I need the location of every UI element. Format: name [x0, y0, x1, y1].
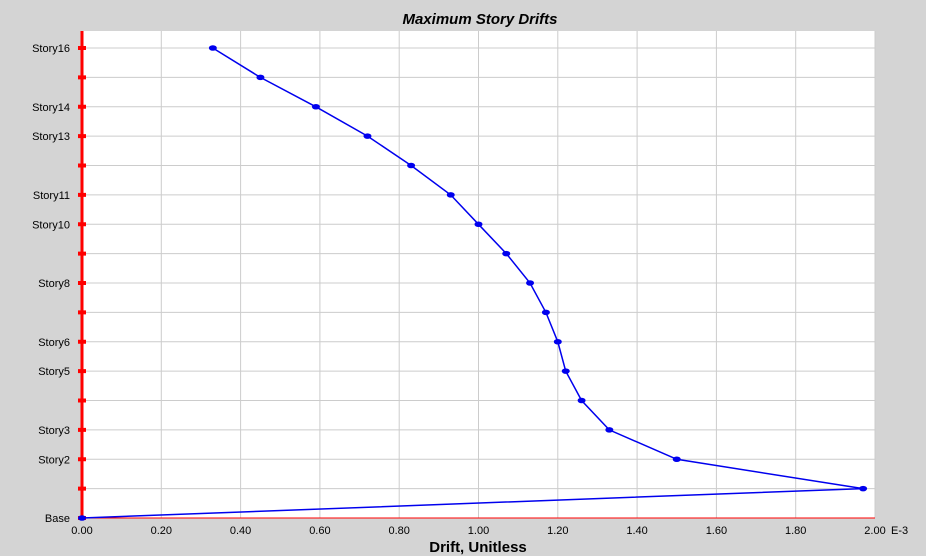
data-point	[311, 103, 320, 110]
y-axis-marker	[78, 427, 86, 432]
y-tick-label: Story10	[32, 219, 70, 231]
series-drift	[78, 45, 868, 521]
y-axis-marker	[78, 339, 86, 344]
y-axis-marker	[78, 369, 86, 374]
x-tick-label: 0.80	[388, 525, 409, 537]
data-point	[407, 162, 416, 169]
y-tick-label: Story8	[38, 278, 70, 290]
y-tick-label: Story2	[38, 454, 70, 466]
data-point	[256, 74, 265, 81]
y-axis-marker	[78, 486, 86, 491]
y-tick-label: Story16	[32, 43, 70, 55]
data-point	[526, 280, 535, 286]
grid-lines	[82, 31, 876, 518]
x-tick-label: 0.20	[151, 525, 172, 537]
x-axis-label: Drift, Unitless	[429, 539, 527, 556]
data-point	[363, 133, 372, 139]
y-axis-marker	[78, 457, 86, 462]
y-axis-marker	[78, 310, 86, 315]
x-tick-label: 1.20	[547, 525, 568, 537]
x-tick-label: 2.00	[864, 525, 885, 537]
y-tick-label: Story13	[32, 131, 70, 143]
data-point	[577, 397, 586, 404]
x-axis-unit: E-3	[891, 525, 908, 537]
data-point	[474, 221, 483, 228]
y-axis-marker	[78, 163, 86, 168]
y-axis-marker	[78, 398, 86, 403]
x-tick-label: 0.40	[230, 525, 251, 537]
y-tick-label: Story6	[38, 337, 70, 349]
data-point	[502, 250, 511, 257]
data-point	[446, 192, 455, 198]
data-point	[78, 515, 86, 521]
data-point	[859, 485, 868, 492]
x-tick-label: 1.80	[785, 525, 806, 537]
x-tick-label: 1.00	[468, 525, 489, 537]
tick-labels: 0.00 0.20 0.40 0.60 0.80 1.00 1.20 1.40 1.60 1.80…	[32, 43, 886, 537]
y-axis-marker	[78, 192, 86, 197]
data-point	[605, 427, 614, 433]
x-tick-label: 1.60	[706, 525, 727, 537]
y-axis-marker	[78, 134, 86, 139]
data-point	[208, 45, 217, 51]
data-point	[553, 338, 562, 345]
data-point	[672, 456, 681, 463]
data-point	[561, 368, 570, 374]
y-axis-marker	[78, 281, 86, 285]
x-tick-label: 0.00	[71, 525, 92, 537]
y-tick-label: Story11	[33, 190, 70, 202]
y-axis-marker	[78, 251, 86, 256]
x-tick-label: 0.60	[309, 525, 330, 537]
x-tick-label: 1.40	[626, 525, 647, 537]
y-axis-marker	[78, 75, 86, 80]
y-tick-label: Story5	[38, 366, 70, 378]
y-axis-marker	[78, 46, 86, 50]
data-point	[541, 309, 550, 316]
y-axis-markers	[78, 46, 86, 520]
chart-title: Maximum Story Drifts	[402, 11, 557, 28]
y-tick-label: Story14	[32, 102, 70, 114]
y-axis-marker	[78, 104, 86, 109]
y-axis-marker	[78, 222, 86, 227]
y-tick-label: Base	[45, 513, 70, 525]
y-tick-label: Story3	[38, 425, 70, 437]
